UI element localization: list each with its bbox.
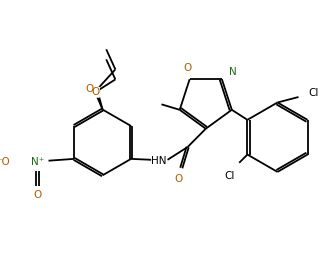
- Text: ⁻O: ⁻O: [0, 157, 10, 167]
- Text: N⁺: N⁺: [31, 157, 44, 167]
- Text: O: O: [33, 190, 42, 200]
- Text: O: O: [86, 84, 94, 94]
- Text: O: O: [91, 87, 99, 97]
- Text: Cl: Cl: [224, 171, 234, 180]
- Text: Cl: Cl: [309, 88, 319, 98]
- Text: O: O: [184, 63, 192, 73]
- Text: HN: HN: [151, 156, 166, 166]
- Text: N: N: [229, 67, 237, 77]
- Text: O: O: [174, 174, 183, 184]
